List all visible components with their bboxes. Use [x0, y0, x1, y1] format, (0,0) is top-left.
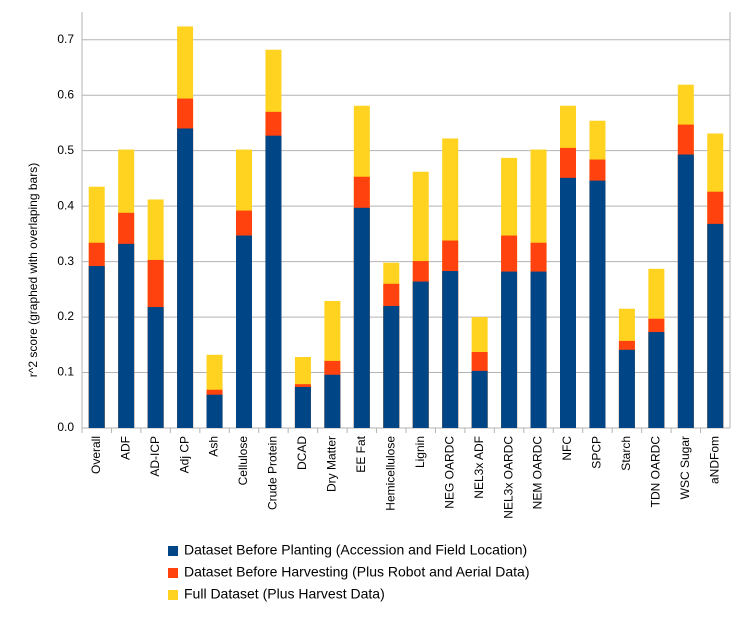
x-tick-label: ADF — [118, 436, 132, 460]
x-tick-label: aNDFom — [707, 436, 721, 484]
bar — [648, 332, 665, 428]
bar — [707, 223, 724, 428]
legend-label: Dataset Before Harvesting (Plus Robot an… — [184, 564, 530, 580]
y-tick-label: 0.4 — [57, 198, 74, 212]
x-tick-label: Ash — [207, 436, 221, 457]
x-tick-label: Dry Matter — [325, 436, 339, 492]
y-tick-label: 0.0 — [57, 420, 74, 434]
legend-label: Dataset Before Planting (Accession and F… — [184, 542, 527, 558]
y-tick-label: 0.7 — [57, 32, 74, 46]
x-tick-label: NFC — [560, 436, 574, 461]
bar — [501, 271, 518, 428]
legend-swatch — [168, 590, 178, 600]
legend-label: Full Dataset (Plus Harvest Data) — [184, 586, 385, 602]
y-tick-label: 0.3 — [57, 254, 74, 268]
bar — [118, 243, 135, 428]
x-tick-label: DCAD — [295, 436, 309, 470]
y-axis-label: r^2 score (graphed with overlaping bars) — [26, 163, 40, 377]
x-tick-label: Overall — [89, 436, 103, 474]
x-tick-label: WSC Sugar — [678, 436, 692, 499]
legend-swatch — [168, 546, 178, 556]
y-tick-label: 0.1 — [57, 365, 74, 379]
y-tick-label: 0.2 — [57, 309, 74, 323]
y-tick-label: 0.6 — [57, 87, 74, 101]
bar — [147, 307, 164, 428]
x-tick-label: Crude Protein — [266, 436, 280, 510]
bar — [294, 386, 311, 428]
x-tick-label: NEL3x OARDC — [501, 436, 515, 519]
bar — [677, 154, 694, 429]
bar — [353, 207, 370, 428]
x-tick-label: Starch — [619, 436, 633, 471]
bar — [442, 271, 459, 428]
x-tick-label: TDN OARDC — [649, 436, 663, 508]
bar — [383, 305, 400, 428]
x-tick-label: NEL3x ADF — [472, 436, 486, 499]
x-tick-label: SPCP — [590, 436, 604, 469]
bar — [177, 128, 194, 429]
bar — [412, 281, 429, 428]
bar — [560, 177, 576, 428]
bar — [618, 349, 635, 428]
x-tick-label: EE Fat — [354, 435, 368, 472]
bar — [471, 370, 488, 428]
bar — [236, 235, 252, 428]
bar — [530, 271, 547, 428]
x-tick-label: NEM OARDC — [531, 436, 545, 510]
y-tick-label: 0.5 — [57, 143, 74, 157]
x-tick-label: Lignin — [413, 436, 427, 468]
bar — [589, 180, 606, 428]
x-tick-label: AD-ICP — [148, 436, 162, 477]
bar — [324, 374, 341, 428]
x-tick-label: Cellulose — [236, 436, 250, 486]
legend-swatch — [168, 568, 178, 578]
x-tick-label: Hemicellulose — [383, 436, 397, 511]
x-tick-label: Adj CP — [177, 436, 191, 473]
bar — [265, 135, 282, 428]
bar — [88, 266, 105, 428]
bar — [206, 394, 223, 428]
x-tick-label: NEG OARDC — [442, 436, 456, 509]
